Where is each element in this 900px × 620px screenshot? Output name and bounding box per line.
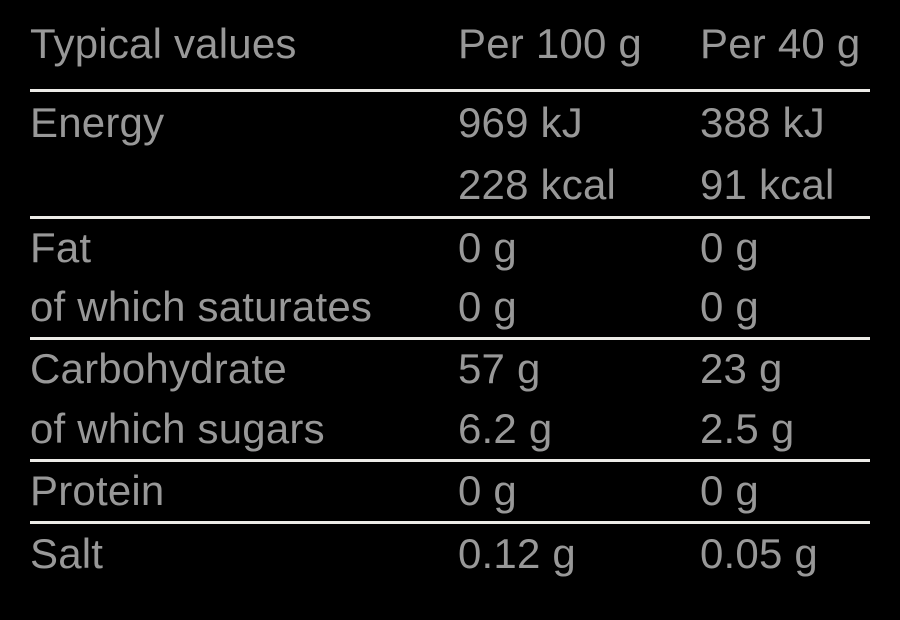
header-per-40g: Per 40 g bbox=[700, 20, 861, 68]
energy-label: Energy bbox=[30, 98, 165, 146]
fat-per100: 0 g bbox=[458, 223, 517, 271]
protein-per100: 0 g bbox=[458, 467, 517, 514]
saturates-per100: 0 g bbox=[458, 282, 517, 330]
row-carbohydrate: Carbohydrate 57 g 23 g bbox=[30, 338, 870, 399]
energy-per100-kcal: 228 kcal bbox=[458, 160, 617, 208]
energy-per40-kcal: 91 kcal bbox=[700, 160, 835, 208]
header-typical-values: Typical values bbox=[30, 20, 297, 68]
row-energy: Energy 969 kJ 228 kcal 388 kJ 91 kcal bbox=[30, 90, 870, 217]
sugars-per40: 2.5 g bbox=[700, 404, 795, 452]
carbohydrate-label: Carbohydrate bbox=[30, 345, 287, 393]
row-protein: Protein 0 g 0 g bbox=[30, 460, 870, 522]
row-fat: Fat 0 g 0 g bbox=[30, 217, 870, 277]
row-salt: Salt 0.12 g 0.05 g bbox=[30, 522, 870, 584]
header-row: Typical values Per 100 g Per 40 g bbox=[30, 0, 870, 90]
header-per-100g: Per 100 g bbox=[458, 20, 642, 68]
carbohydrate-per40: 23 g bbox=[700, 345, 783, 393]
protein-label: Protein bbox=[30, 467, 165, 514]
row-saturates: of which saturates 0 g 0 g bbox=[30, 277, 870, 338]
sugars-label: of which sugars bbox=[30, 404, 325, 452]
protein-per40: 0 g bbox=[700, 467, 759, 514]
sugars-per100: 6.2 g bbox=[458, 404, 553, 452]
fat-per40: 0 g bbox=[700, 223, 759, 271]
salt-per100: 0.12 g bbox=[458, 529, 576, 577]
carbohydrate-per100: 57 g bbox=[458, 345, 541, 393]
nutrition-table: Typical values Per 100 g Per 40 g Energy… bbox=[30, 0, 870, 584]
saturates-label: of which saturates bbox=[30, 282, 373, 330]
energy-per100-cell: 969 kJ 228 kcal bbox=[458, 90, 700, 217]
salt-label: Salt bbox=[30, 529, 104, 577]
energy-per40-kj: 388 kJ bbox=[700, 98, 825, 146]
salt-per40: 0.05 g bbox=[700, 529, 818, 577]
energy-per100-kj: 969 kJ bbox=[458, 98, 583, 146]
energy-per40-cell: 388 kJ 91 kcal bbox=[700, 90, 870, 217]
saturates-per40: 0 g bbox=[700, 282, 759, 330]
fat-label: Fat bbox=[30, 223, 92, 271]
nutrition-label: Typical values Per 100 g Per 40 g Energy… bbox=[30, 0, 870, 584]
row-sugars: of which sugars 6.2 g 2.5 g bbox=[30, 399, 870, 460]
